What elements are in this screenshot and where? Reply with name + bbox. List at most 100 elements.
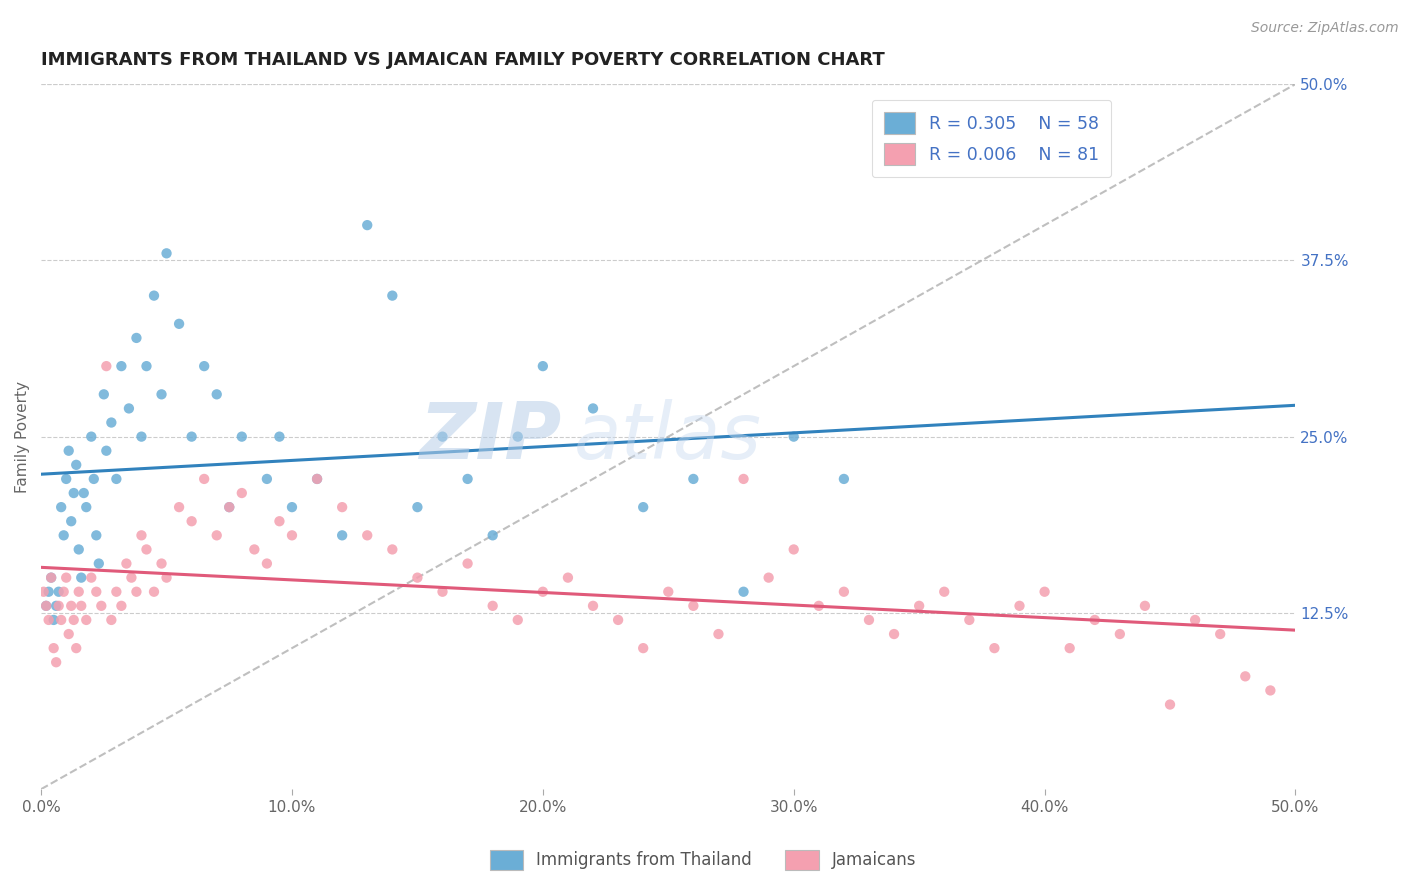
Point: [167, 500, 190, 515]
Legend: R = 0.305    N = 58, R = 0.006    N = 81: R = 0.305 N = 58, R = 0.006 N = 81: [872, 100, 1111, 178]
Point: [143, 584, 166, 599]
Point: [62, 486, 84, 500]
Point: [84, 528, 107, 542]
Point: [67, 542, 90, 557]
Point: [1108, 627, 1130, 641]
Point: [193, 359, 215, 373]
Point: [55, 571, 77, 585]
Point: [707, 627, 730, 641]
Point: [356, 218, 378, 232]
Point: [52, 584, 75, 599]
Point: [135, 542, 157, 557]
Point: [733, 472, 755, 486]
Point: [48, 599, 70, 613]
Point: [131, 528, 153, 542]
Y-axis label: Family Poverty: Family Poverty: [15, 381, 30, 492]
Point: [783, 429, 806, 443]
Point: [807, 599, 830, 613]
Point: [42, 613, 65, 627]
Point: [657, 584, 679, 599]
Point: [557, 571, 579, 585]
Point: [110, 599, 132, 613]
Point: [100, 613, 122, 627]
Point: [125, 331, 148, 345]
Point: [432, 429, 454, 443]
Point: [531, 359, 554, 373]
Point: [80, 571, 103, 585]
Point: [110, 359, 132, 373]
Point: [87, 557, 110, 571]
Point: [1033, 584, 1056, 599]
Point: [73, 486, 96, 500]
Point: [58, 443, 80, 458]
Legend: Immigrants from Thailand, Jamaicans: Immigrants from Thailand, Jamaicans: [482, 843, 924, 877]
Point: [582, 599, 605, 613]
Point: [269, 514, 291, 528]
Point: [60, 599, 83, 613]
Point: [150, 387, 173, 401]
Point: [155, 246, 177, 260]
Point: [60, 514, 83, 528]
Point: [48, 584, 70, 599]
Point: [330, 500, 353, 515]
Point: [39, 571, 62, 585]
Point: [180, 429, 202, 443]
Point: [858, 613, 880, 627]
Point: [51, 613, 73, 627]
Point: [631, 641, 654, 656]
Text: IMMIGRANTS FROM THAILAND VS JAMAICAN FAMILY POVERTY CORRELATION CHART: IMMIGRANTS FROM THAILAND VS JAMAICAN FAM…: [41, 51, 884, 69]
Point: [218, 500, 240, 515]
Point: [83, 472, 105, 486]
Point: [256, 472, 278, 486]
Point: [120, 571, 142, 585]
Point: [832, 472, 855, 486]
Point: [243, 542, 266, 557]
Point: [1260, 683, 1282, 698]
Point: [52, 528, 75, 542]
Point: [143, 288, 166, 302]
Point: [42, 641, 65, 656]
Point: [32, 584, 55, 599]
Point: [39, 571, 62, 585]
Point: [45, 655, 67, 669]
Point: [75, 500, 97, 515]
Point: [65, 641, 87, 656]
Point: [934, 584, 956, 599]
Point: [96, 443, 118, 458]
Point: [307, 472, 329, 486]
Point: [432, 584, 454, 599]
Point: [96, 359, 118, 373]
Point: [58, 627, 80, 641]
Point: [957, 613, 980, 627]
Point: [983, 641, 1005, 656]
Point: [733, 584, 755, 599]
Point: [1059, 641, 1081, 656]
Point: [55, 472, 77, 486]
Point: [531, 584, 554, 599]
Point: [105, 472, 128, 486]
Point: [1084, 613, 1107, 627]
Text: atlas: atlas: [574, 399, 762, 475]
Point: [205, 387, 228, 401]
Point: [832, 584, 855, 599]
Point: [67, 584, 90, 599]
Point: [381, 288, 404, 302]
Point: [631, 500, 654, 515]
Point: [1184, 613, 1206, 627]
Point: [100, 416, 122, 430]
Point: [307, 472, 329, 486]
Point: [883, 627, 905, 641]
Point: [135, 359, 157, 373]
Point: [457, 557, 479, 571]
Point: [506, 613, 529, 627]
Point: [180, 514, 202, 528]
Point: [105, 584, 128, 599]
Point: [1234, 669, 1257, 683]
Point: [84, 584, 107, 599]
Text: Source: ZipAtlas.com: Source: ZipAtlas.com: [1251, 21, 1399, 35]
Point: [150, 557, 173, 571]
Point: [783, 542, 806, 557]
Point: [406, 571, 429, 585]
Point: [75, 613, 97, 627]
Point: [70, 571, 93, 585]
